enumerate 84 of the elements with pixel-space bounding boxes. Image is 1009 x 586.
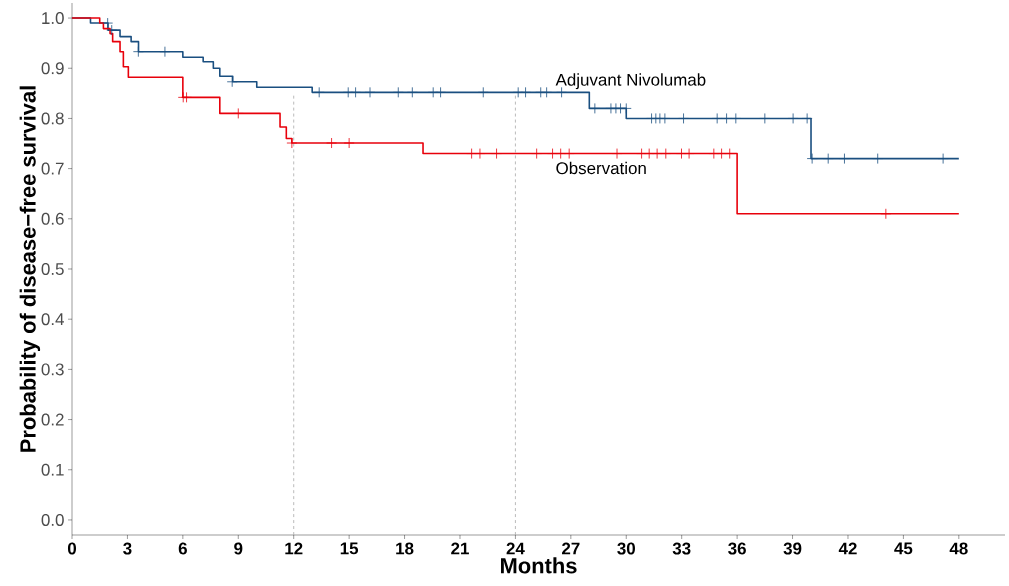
point (620, 102, 632, 114)
point (801, 113, 813, 124)
point (547, 148, 558, 159)
point (651, 148, 663, 159)
x-tick-label: 6 (178, 542, 187, 555)
x-tick-label: 33 (672, 542, 691, 555)
point (937, 153, 949, 164)
point (589, 102, 601, 114)
y-tick-label: 0.9 (41, 62, 64, 75)
point (660, 148, 672, 159)
point (683, 148, 695, 159)
x-tick-label: 24 (506, 542, 525, 555)
x-tick-label: 48 (949, 542, 968, 555)
point (636, 148, 647, 159)
point (531, 148, 543, 159)
point (643, 148, 655, 159)
point (342, 86, 354, 98)
point (839, 153, 850, 164)
y-tick-label: 1.0 (42, 12, 64, 25)
point (350, 86, 361, 98)
x-tick-label: 0 (67, 542, 77, 555)
point (730, 113, 742, 124)
point (491, 148, 502, 159)
series-label: Adjuvant Nivolumab (555, 73, 706, 90)
point (555, 148, 567, 159)
point (716, 148, 727, 159)
x-tick-label: 45 (894, 542, 913, 555)
point (880, 208, 892, 220)
point (474, 148, 486, 159)
point (427, 86, 439, 98)
point (563, 148, 575, 159)
point (232, 108, 244, 119)
point (181, 91, 192, 103)
point (678, 113, 689, 124)
series-label: Observation (556, 161, 646, 175)
point (406, 86, 418, 98)
point (520, 86, 531, 98)
x-axis-title: Months (501, 557, 577, 574)
point (435, 86, 446, 98)
point (711, 113, 723, 124)
point (226, 76, 238, 88)
point (611, 148, 623, 159)
point (477, 86, 489, 98)
point (822, 153, 834, 164)
x-tick-label: 30 (617, 542, 635, 555)
point (872, 153, 884, 164)
point (724, 148, 736, 159)
point (787, 113, 799, 124)
x-tick-label: 42 (838, 542, 857, 555)
y-tick-label: 0.8 (41, 112, 64, 125)
point (132, 46, 144, 58)
point (326, 137, 337, 149)
point (466, 148, 478, 159)
y-tick-label: 0.0 (41, 513, 64, 526)
point (159, 46, 171, 58)
point (759, 113, 771, 124)
y-tick-label: 0.2 (41, 413, 64, 426)
point (512, 86, 524, 98)
x-tick-label: 9 (234, 542, 243, 555)
point (343, 137, 355, 149)
y-tick-label: 0.6 (41, 212, 64, 225)
y-axis-title: Probability of disease−free survival (19, 86, 41, 452)
y-tick-label: 0.5 (41, 263, 64, 275)
point (364, 86, 376, 98)
x-tick-label: 27 (562, 542, 580, 555)
point (659, 113, 671, 124)
point (541, 86, 553, 98)
point (313, 86, 325, 98)
x-tick-label: 12 (285, 542, 303, 555)
x-tick-label: 36 (728, 542, 746, 555)
point (392, 86, 404, 98)
point (286, 137, 298, 149)
x-tick-label: 3 (123, 542, 132, 555)
point (721, 113, 732, 124)
x-tick-label: 21 (451, 542, 469, 555)
x-tick-label: 18 (396, 542, 414, 555)
point (708, 148, 720, 159)
point (806, 153, 818, 164)
x-tick-label: 15 (340, 542, 359, 555)
x-tick-label: 39 (783, 542, 802, 555)
y-tick-label: 0.7 (41, 162, 64, 175)
y-tick-label: 0.1 (41, 463, 64, 476)
y-tick-label: 0.3 (41, 363, 64, 376)
y-tick-label: 0.4 (41, 313, 64, 326)
